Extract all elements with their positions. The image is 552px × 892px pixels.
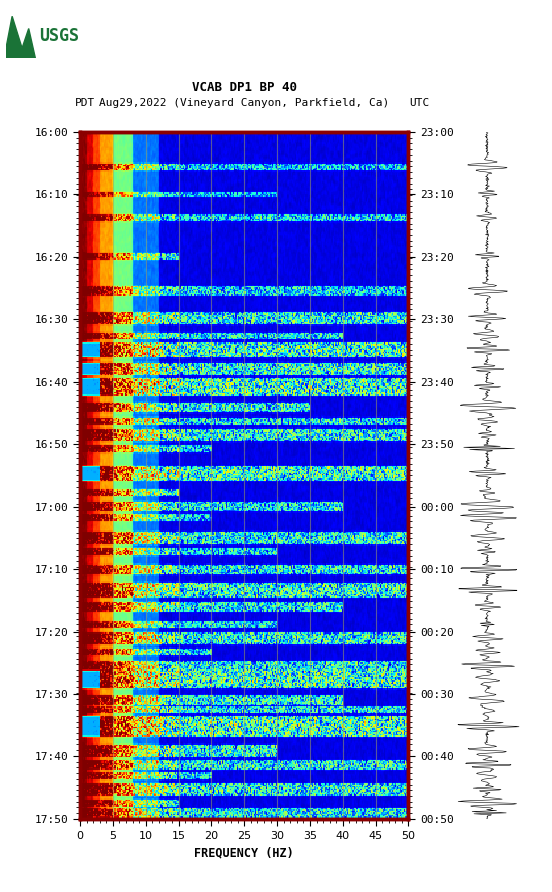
X-axis label: FREQUENCY (HZ): FREQUENCY (HZ) bbox=[194, 847, 294, 859]
Text: PDT: PDT bbox=[75, 98, 95, 108]
Text: UTC: UTC bbox=[410, 98, 429, 108]
Text: VCAB DP1 BP 40: VCAB DP1 BP 40 bbox=[192, 80, 297, 94]
Text: Aug29,2022 (Vineyard Canyon, Parkfield, Ca): Aug29,2022 (Vineyard Canyon, Parkfield, … bbox=[99, 98, 389, 108]
Text: USGS: USGS bbox=[39, 27, 78, 45]
Polygon shape bbox=[6, 16, 35, 58]
